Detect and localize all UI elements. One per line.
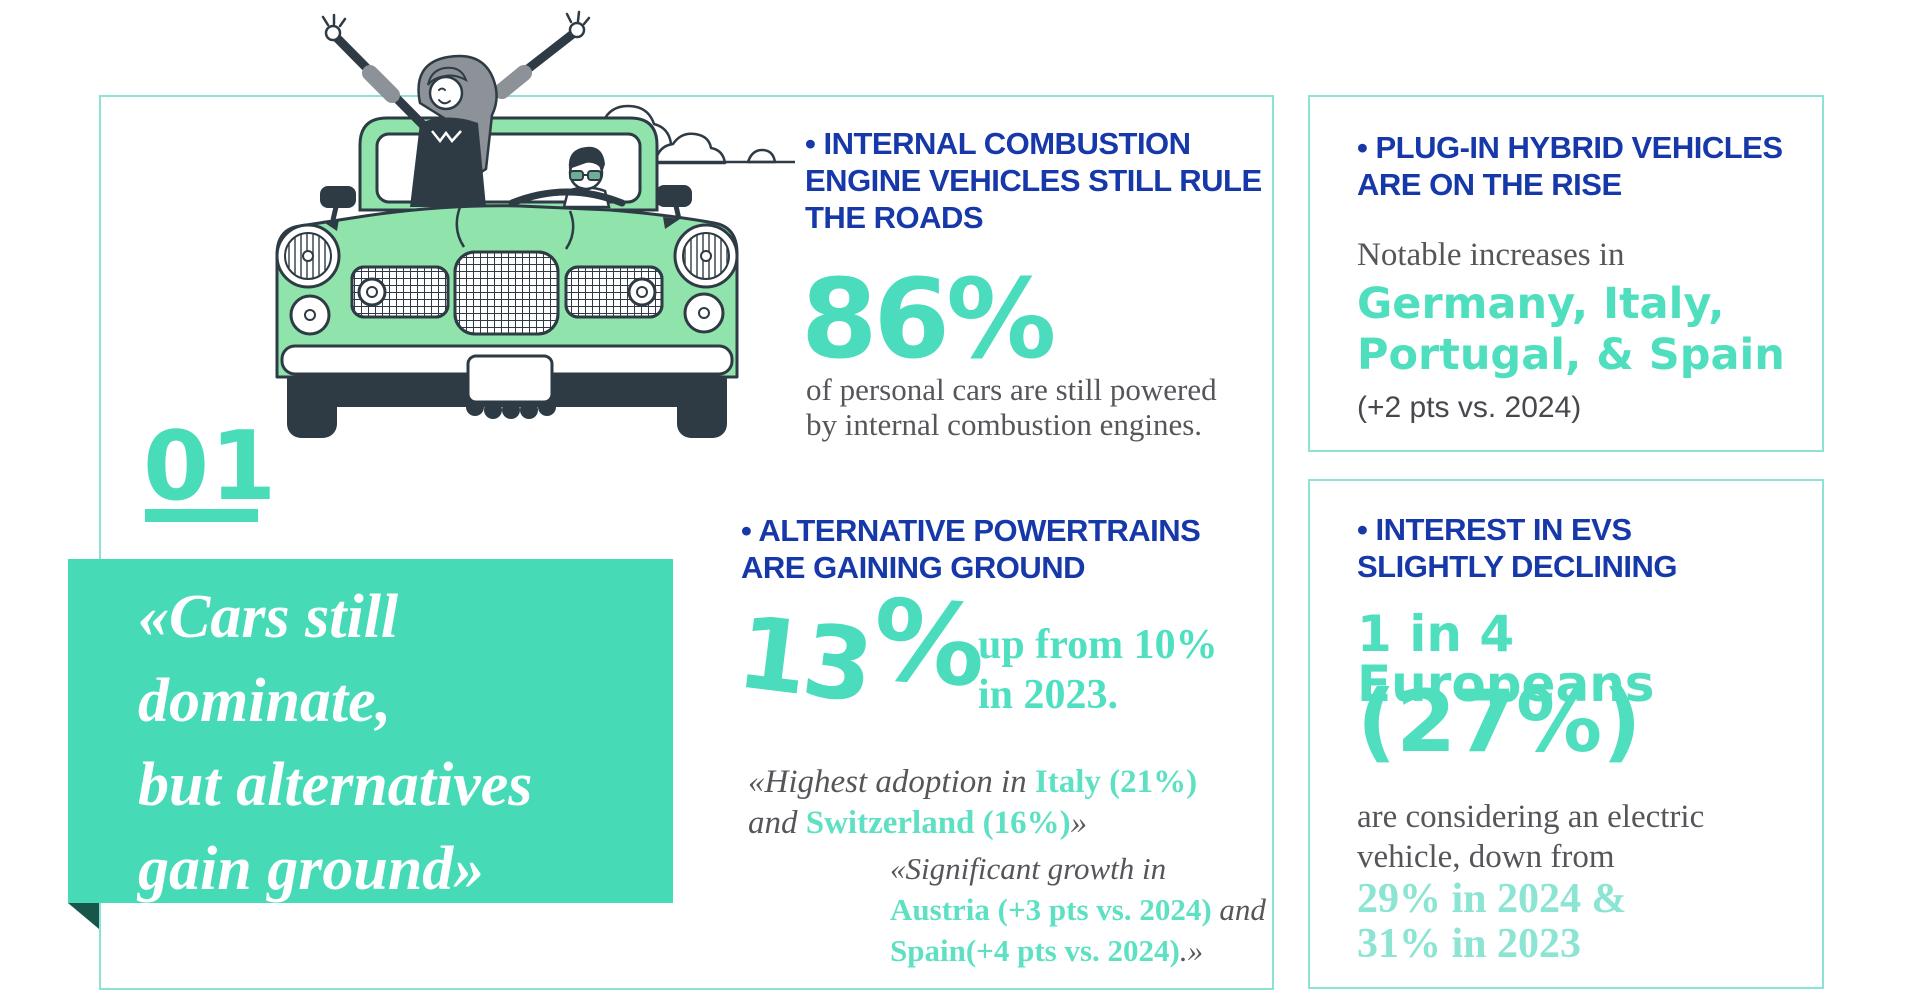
quote-line: dominate, (138, 667, 392, 735)
alt-stat-value: 13 % (731, 575, 989, 725)
caption-line: by internal combustion engines. (806, 407, 1203, 442)
ev-caption: are considering an electric vehicle, dow… (1357, 797, 1704, 877)
highlight-switzerland: Switzerland (16%) (805, 805, 1071, 841)
phev-card: • PLUG-IN HYBRID VEHICLES ARE ON THE RIS… (1308, 95, 1824, 452)
ev-heading: • INTEREST IN EVS SLIGHTLY DECLINING (1357, 511, 1677, 585)
quote-line: gain ground» (138, 835, 485, 903)
ice-stat-value: 86% (801, 255, 1056, 383)
ev-stat-line: 1 in 4 Europeans (1357, 605, 1655, 713)
caption-line: are considering an electric (1357, 799, 1705, 835)
heading-line: • PLUG-IN HYBRID VEHICLES (1357, 130, 1783, 165)
ev-previous-years: 29% in 2024 & 31% in 2023 (1357, 877, 1627, 967)
heading-line: • INTERNAL COMBUSTION (805, 126, 1191, 161)
heading-line: ARE GAINING GROUND (741, 550, 1086, 585)
heading-line: • INTEREST IN EVS (1357, 512, 1632, 547)
highlight-austria: Austria (+3 pts vs. 2024) (890, 892, 1212, 927)
prev-line: 29% in 2024 & (1357, 876, 1627, 922)
heading-line: SLIGHTLY DECLINING (1357, 549, 1677, 584)
quote-line: Austria (+3 pts vs. 2024) and (890, 889, 1266, 930)
car-illustration (275, 10, 795, 438)
quote-text: and (748, 805, 806, 841)
alt-stat-percent: % (868, 575, 990, 713)
caption-line: vehicle, down from (1357, 839, 1615, 875)
heading-line: ARE ON THE RISE (1357, 167, 1622, 202)
caption-line: of personal cars are still powered (806, 372, 1217, 407)
quote-line: but alternatives (138, 751, 533, 819)
quote-line: «Cars still (138, 583, 399, 651)
ice-heading: • INTERNAL COMBUSTION ENGINE VEHICLES ST… (805, 125, 1275, 236)
quote-line: Spain(+4 pts vs. 2024).» (890, 930, 1266, 971)
quote-card: «Cars still dominate, but alternatives g… (68, 559, 673, 903)
license-plate (466, 354, 554, 404)
headlights (275, 223, 739, 336)
countries-line: Germany, Italy, (1357, 279, 1725, 329)
woman-passenger (321, 10, 591, 207)
phev-heading: • PLUG-IN HYBRID VEHICLES ARE ON THE RIS… (1357, 129, 1783, 203)
quote-text: .» (1179, 933, 1204, 968)
alt-stat-digits: 13 (731, 593, 876, 726)
side-mirrors (320, 185, 692, 221)
alt-heading: • ALTERNATIVE POWERTRAINS ARE GAINING GR… (741, 512, 1211, 586)
ev-card: • INTEREST IN EVS SLIGHTLY DECLINING 1 i… (1308, 479, 1824, 989)
section-number-underline (145, 509, 258, 522)
note-line: in 2023. (978, 672, 1119, 718)
heading-line: THE ROADS (805, 200, 984, 235)
ice-caption: of personal cars are still powered by in… (806, 372, 1217, 442)
quote-text: and (1211, 892, 1266, 927)
quote-line: and Switzerland (16%)» (748, 803, 1197, 844)
alt-quote-adoption: «Highest adoption in Italy (21%) and Swi… (748, 762, 1197, 844)
ev-stat-pct: (27%) (1357, 672, 1642, 772)
quote-line: «Significant growth in (890, 848, 1266, 889)
phev-note: (+2 pts vs. 2024) (1357, 391, 1582, 424)
highlight-italy: Italy (21%) (1034, 764, 1198, 800)
note-line: up from 10% (978, 622, 1218, 668)
phev-intro: Notable increases in (1357, 237, 1625, 273)
quote-text: «Significant growth in (890, 851, 1167, 886)
man-driver (508, 146, 626, 209)
quote-text: «Highest adoption in (748, 764, 1035, 800)
section-number: 01 (143, 412, 278, 522)
heading-line: • ALTERNATIVE POWERTRAINS (741, 513, 1201, 548)
prev-line: 31% in 2023 (1357, 921, 1582, 967)
heading-line: ENGINE VEHICLES STILL RULE (805, 163, 1262, 198)
alt-stat-note: up from 10% in 2023. (978, 620, 1218, 720)
alt-quote-growth: «Significant growth in Austria (+3 pts v… (890, 848, 1266, 971)
quote-text: » (1070, 805, 1088, 841)
quote-card-fold (68, 903, 99, 929)
grille (350, 250, 664, 336)
quote-line: «Highest adoption in Italy (21%) (748, 762, 1197, 803)
phev-countries: Germany, Italy, Portugal, & Spain (1357, 279, 1785, 381)
countries-line: Portugal, & Spain (1357, 330, 1785, 380)
highlight-spain: Spain(+4 pts vs. 2024) (890, 933, 1180, 968)
